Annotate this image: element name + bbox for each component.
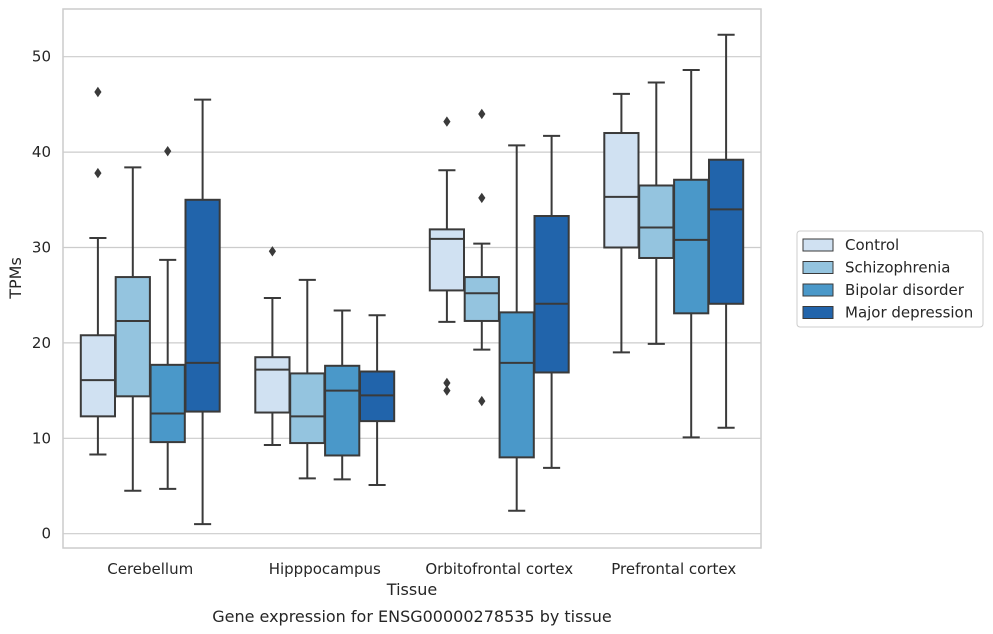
box-group bbox=[114, 166, 151, 492]
box-iqr bbox=[324, 364, 361, 457]
box-iqr bbox=[149, 363, 186, 444]
box-group bbox=[498, 144, 535, 512]
y-tick-label: 50 bbox=[32, 48, 51, 66]
box-group bbox=[707, 33, 745, 429]
y-axis-title: TPMs bbox=[6, 257, 25, 300]
x-tick-label: Hipppocampus bbox=[269, 560, 381, 578]
box-iqr bbox=[498, 311, 535, 459]
box-iqr bbox=[603, 132, 640, 249]
box-group bbox=[184, 98, 221, 526]
outlier-point bbox=[443, 385, 451, 396]
chart-caption: Gene expression for ENSG00000278535 by t… bbox=[212, 607, 612, 626]
y-axis-ticks: 0 10 20 30 40 50 bbox=[32, 48, 51, 543]
box-group bbox=[289, 278, 326, 480]
y-tick-label: 20 bbox=[32, 334, 51, 352]
box-iqr bbox=[673, 178, 710, 315]
box-group bbox=[603, 92, 640, 354]
legend-swatch bbox=[802, 261, 834, 274]
outlier-point bbox=[443, 116, 451, 127]
y-tick-label: 30 bbox=[32, 238, 51, 256]
outlier-point bbox=[94, 86, 102, 98]
outlier-point bbox=[94, 167, 102, 179]
box-iqr bbox=[707, 158, 745, 305]
legend: Control Schizophrenia Bipolar disorder Majo… bbox=[796, 230, 984, 328]
box-iqr bbox=[79, 334, 117, 418]
box-group bbox=[254, 246, 291, 446]
box-group bbox=[673, 69, 710, 439]
box-iqr bbox=[463, 276, 500, 322]
y-tick-label: 40 bbox=[32, 143, 51, 161]
box-iqr bbox=[289, 372, 326, 445]
box-group bbox=[149, 145, 186, 490]
legend-frame bbox=[796, 230, 984, 328]
legend-label: Major depression bbox=[845, 304, 973, 322]
box-iqr bbox=[254, 356, 291, 414]
box-iqr bbox=[114, 276, 151, 398]
box-iqr bbox=[184, 198, 221, 413]
x-tick-label: Orbitofrontal cortex bbox=[425, 560, 573, 578]
box-group bbox=[79, 86, 117, 456]
box-group bbox=[638, 81, 675, 345]
x-axis-title: Tissue bbox=[386, 580, 437, 599]
box-iqr bbox=[533, 215, 570, 374]
legend-label: Schizophrenia bbox=[845, 259, 950, 277]
y-tick-label: 0 bbox=[41, 525, 51, 543]
plot-frame bbox=[62, 8, 762, 549]
box-group bbox=[324, 309, 361, 481]
box-group bbox=[358, 314, 396, 487]
box-group bbox=[428, 116, 466, 396]
outlier-point bbox=[478, 395, 486, 407]
box-group bbox=[463, 108, 500, 407]
legend-swatch bbox=[802, 306, 834, 319]
legend-swatch bbox=[802, 283, 834, 297]
outlier-point bbox=[164, 145, 172, 157]
box-plot-area bbox=[79, 33, 745, 526]
y-tick-label: 10 bbox=[32, 429, 51, 447]
outlier-point bbox=[478, 192, 486, 204]
legend-label: Control bbox=[845, 236, 899, 254]
box-iqr bbox=[638, 184, 675, 259]
legend-swatch bbox=[802, 238, 834, 252]
outlier-point bbox=[443, 377, 451, 389]
x-tick-label: Cerebellum bbox=[107, 560, 193, 578]
outlier-point bbox=[478, 108, 486, 120]
outlier-point bbox=[268, 246, 276, 257]
legend-label: Bipolar disorder bbox=[845, 281, 965, 299]
x-tick-label: Prefrontal cortex bbox=[611, 560, 736, 578]
x-axis-ticks: Cerebellum Hipppocampus Orbitofrontal cort… bbox=[107, 560, 736, 578]
box-group bbox=[533, 134, 570, 469]
